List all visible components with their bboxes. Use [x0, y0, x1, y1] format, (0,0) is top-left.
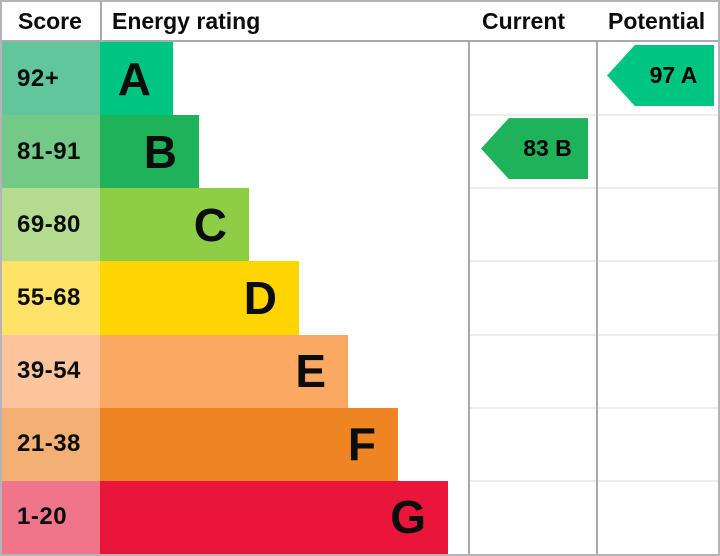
band-bar: B [100, 115, 199, 189]
score-cell: 55-68 [2, 261, 100, 335]
chart-header: Score Energy rating Current Potential [2, 2, 718, 42]
score-cell: 21-38 [2, 407, 100, 481]
header-score-divider [100, 2, 102, 40]
band-rows: 92+ A 81-91 B 69-80 C 55-68 D 39-54 E 21… [2, 42, 718, 554]
score-cell: 39-54 [2, 334, 100, 408]
row-separator [468, 334, 718, 336]
band-bar: D [100, 261, 299, 335]
header-current-label: Current [482, 8, 566, 34]
score-cell: 1-20 [2, 480, 100, 554]
band-row-b: 81-91 B [2, 115, 718, 189]
band-row-d: 55-68 D [2, 261, 718, 335]
header-score-label: Score [18, 8, 82, 34]
band-bar: E [100, 334, 348, 408]
score-cell: 81-91 [2, 115, 100, 189]
band-bar: F [100, 407, 398, 481]
score-cell: 69-80 [2, 188, 100, 262]
row-separator [468, 114, 718, 116]
band-bar: G [100, 480, 448, 554]
band-bar: A [100, 42, 173, 116]
current-column-line [468, 2, 470, 554]
row-separator [468, 260, 718, 262]
band-row-f: 21-38 F [2, 407, 718, 481]
row-separator [468, 187, 718, 189]
band-row-a: 92+ A [2, 42, 718, 116]
potential-column-line [596, 2, 598, 554]
header-potential-label: Potential [608, 8, 706, 34]
row-separator [468, 407, 718, 409]
band-row-e: 39-54 E [2, 334, 718, 408]
band-bar: C [100, 188, 249, 262]
score-cell: 92+ [2, 42, 100, 116]
row-separator [468, 480, 718, 482]
band-row-c: 69-80 C [2, 188, 718, 262]
header-energy-rating-label: Energy rating [112, 8, 261, 34]
band-row-g: 1-20 G [2, 480, 718, 554]
